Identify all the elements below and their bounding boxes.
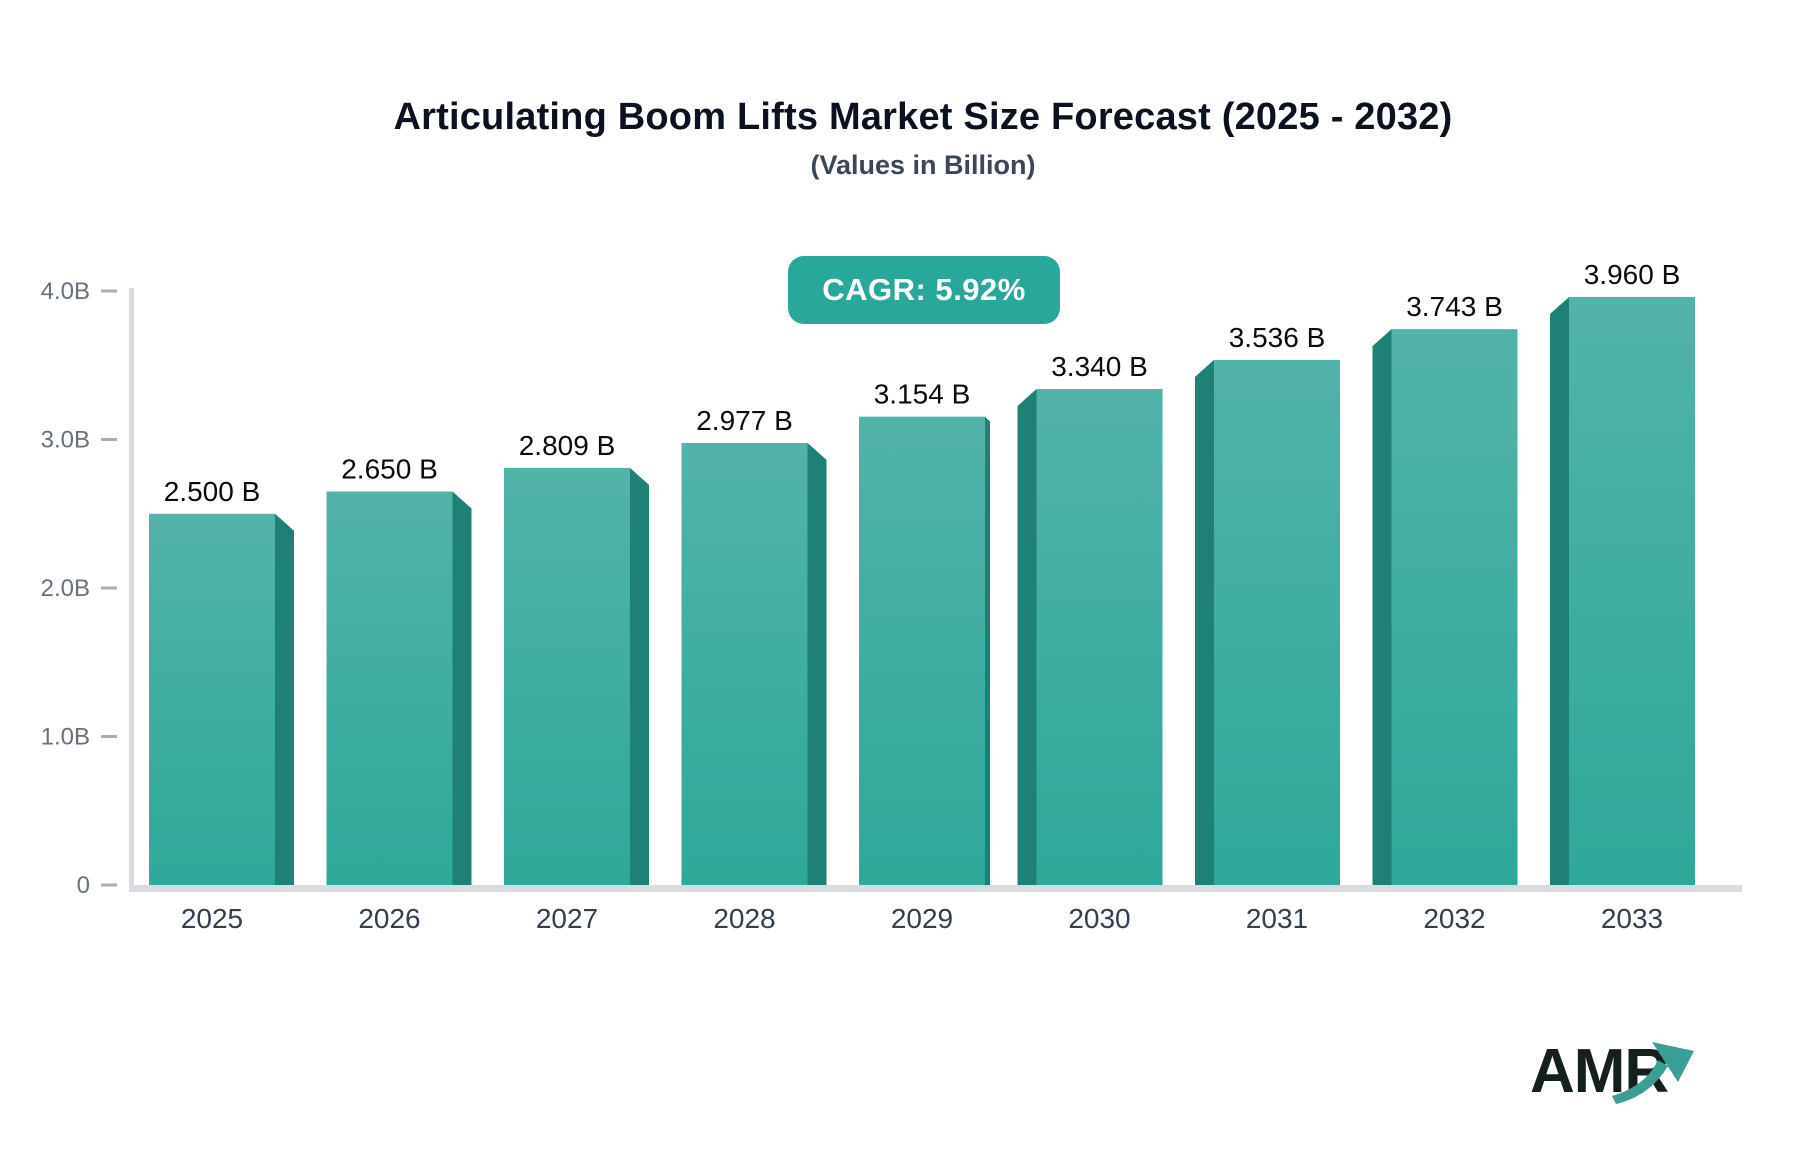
y-axis-tick-label: 3.0B bbox=[41, 427, 90, 454]
bar-group: 3.536 B 2031 bbox=[1195, 322, 1340, 934]
logo-text: AMR bbox=[1530, 1037, 1669, 1106]
bar-group: 2.809 B 2027 bbox=[504, 430, 649, 934]
bar-group: 2.977 B 2028 bbox=[681, 405, 827, 934]
bar-front bbox=[1214, 359, 1340, 885]
cagr-badge-label: CAGR: 5.92% bbox=[822, 272, 1026, 307]
bar-group: 2.650 B 2026 bbox=[326, 453, 472, 934]
bar-front bbox=[1569, 296, 1695, 885]
arrow-tail bbox=[1612, 1060, 1668, 1104]
chart-subtitle: (Values in Billion) bbox=[810, 150, 1036, 180]
bar-side bbox=[1550, 296, 1569, 885]
x-axis-label: 2027 bbox=[536, 903, 598, 934]
growth-arrow-icon bbox=[1612, 1042, 1694, 1104]
y-axis-tick-label: 1.0B bbox=[41, 724, 90, 751]
cagr-badge: CAGR: 5.92% bbox=[788, 256, 1060, 324]
bar-side bbox=[1017, 389, 1037, 885]
bar-value-label: 2.650 B bbox=[341, 453, 438, 484]
y-axis-tick bbox=[101, 735, 117, 738]
y-axis-tick-label: 4.0B bbox=[41, 278, 90, 305]
x-axis-label: 2025 bbox=[181, 903, 243, 934]
bar-front bbox=[1391, 329, 1518, 885]
bar-group: 3.154 B 2029 bbox=[859, 379, 990, 934]
arrow-head bbox=[1652, 1042, 1694, 1082]
bar-front bbox=[149, 513, 275, 885]
x-axis-label: 2031 bbox=[1246, 903, 1308, 934]
bar-front bbox=[859, 416, 985, 885]
x-axis-label: 2028 bbox=[713, 903, 775, 934]
x-axis-label: 2026 bbox=[358, 903, 420, 934]
bar-side bbox=[452, 491, 472, 885]
bar-side bbox=[807, 442, 827, 885]
bar-side bbox=[630, 467, 649, 885]
bar-value-label: 2.500 B bbox=[164, 476, 261, 507]
bar-group: 3.340 B 2030 bbox=[1017, 351, 1163, 934]
bar-side bbox=[1195, 359, 1214, 885]
y-axis-tick bbox=[101, 438, 117, 441]
y-axis-tick bbox=[101, 586, 117, 590]
bar-value-label: 2.977 B bbox=[696, 405, 793, 436]
bar-value-label: 3.743 B bbox=[1406, 291, 1503, 322]
bar-group: 3.960 B 2033 bbox=[1550, 259, 1695, 934]
x-axis-label: 2030 bbox=[1068, 903, 1130, 934]
bar-value-label: 3.960 B bbox=[1584, 259, 1681, 290]
y-axis-tick bbox=[101, 883, 117, 887]
x-axis-label: 2032 bbox=[1423, 903, 1485, 934]
chart-title: Articulating Boom Lifts Market Size Fore… bbox=[393, 96, 1453, 138]
bar-front bbox=[1036, 389, 1163, 885]
bar-value-label: 3.340 B bbox=[1051, 351, 1148, 382]
bar-side bbox=[275, 513, 294, 885]
bar-value-label: 2.809 B bbox=[519, 430, 616, 461]
bar-group: 3.743 B 2032 bbox=[1372, 291, 1518, 934]
x-axis-label: 2029 bbox=[891, 903, 953, 934]
x-axis-label: 2033 bbox=[1601, 903, 1663, 934]
bar-front bbox=[681, 442, 808, 885]
bar-front bbox=[504, 467, 630, 885]
bar-value-label: 3.154 B bbox=[874, 379, 971, 410]
x-axis-baseline bbox=[129, 885, 1742, 892]
y-axis-line bbox=[129, 288, 134, 892]
bar-side bbox=[985, 416, 990, 885]
bar-side bbox=[1372, 329, 1392, 885]
y-axis-tick bbox=[101, 289, 117, 293]
y-axis-tick-label: 2.0B bbox=[41, 575, 90, 602]
bar-value-label: 3.536 B bbox=[1229, 322, 1326, 353]
bar-front bbox=[326, 491, 453, 885]
y-axis-tick-label: 0 bbox=[77, 872, 90, 899]
bar-group: 2.500 B 2025 bbox=[149, 476, 294, 934]
